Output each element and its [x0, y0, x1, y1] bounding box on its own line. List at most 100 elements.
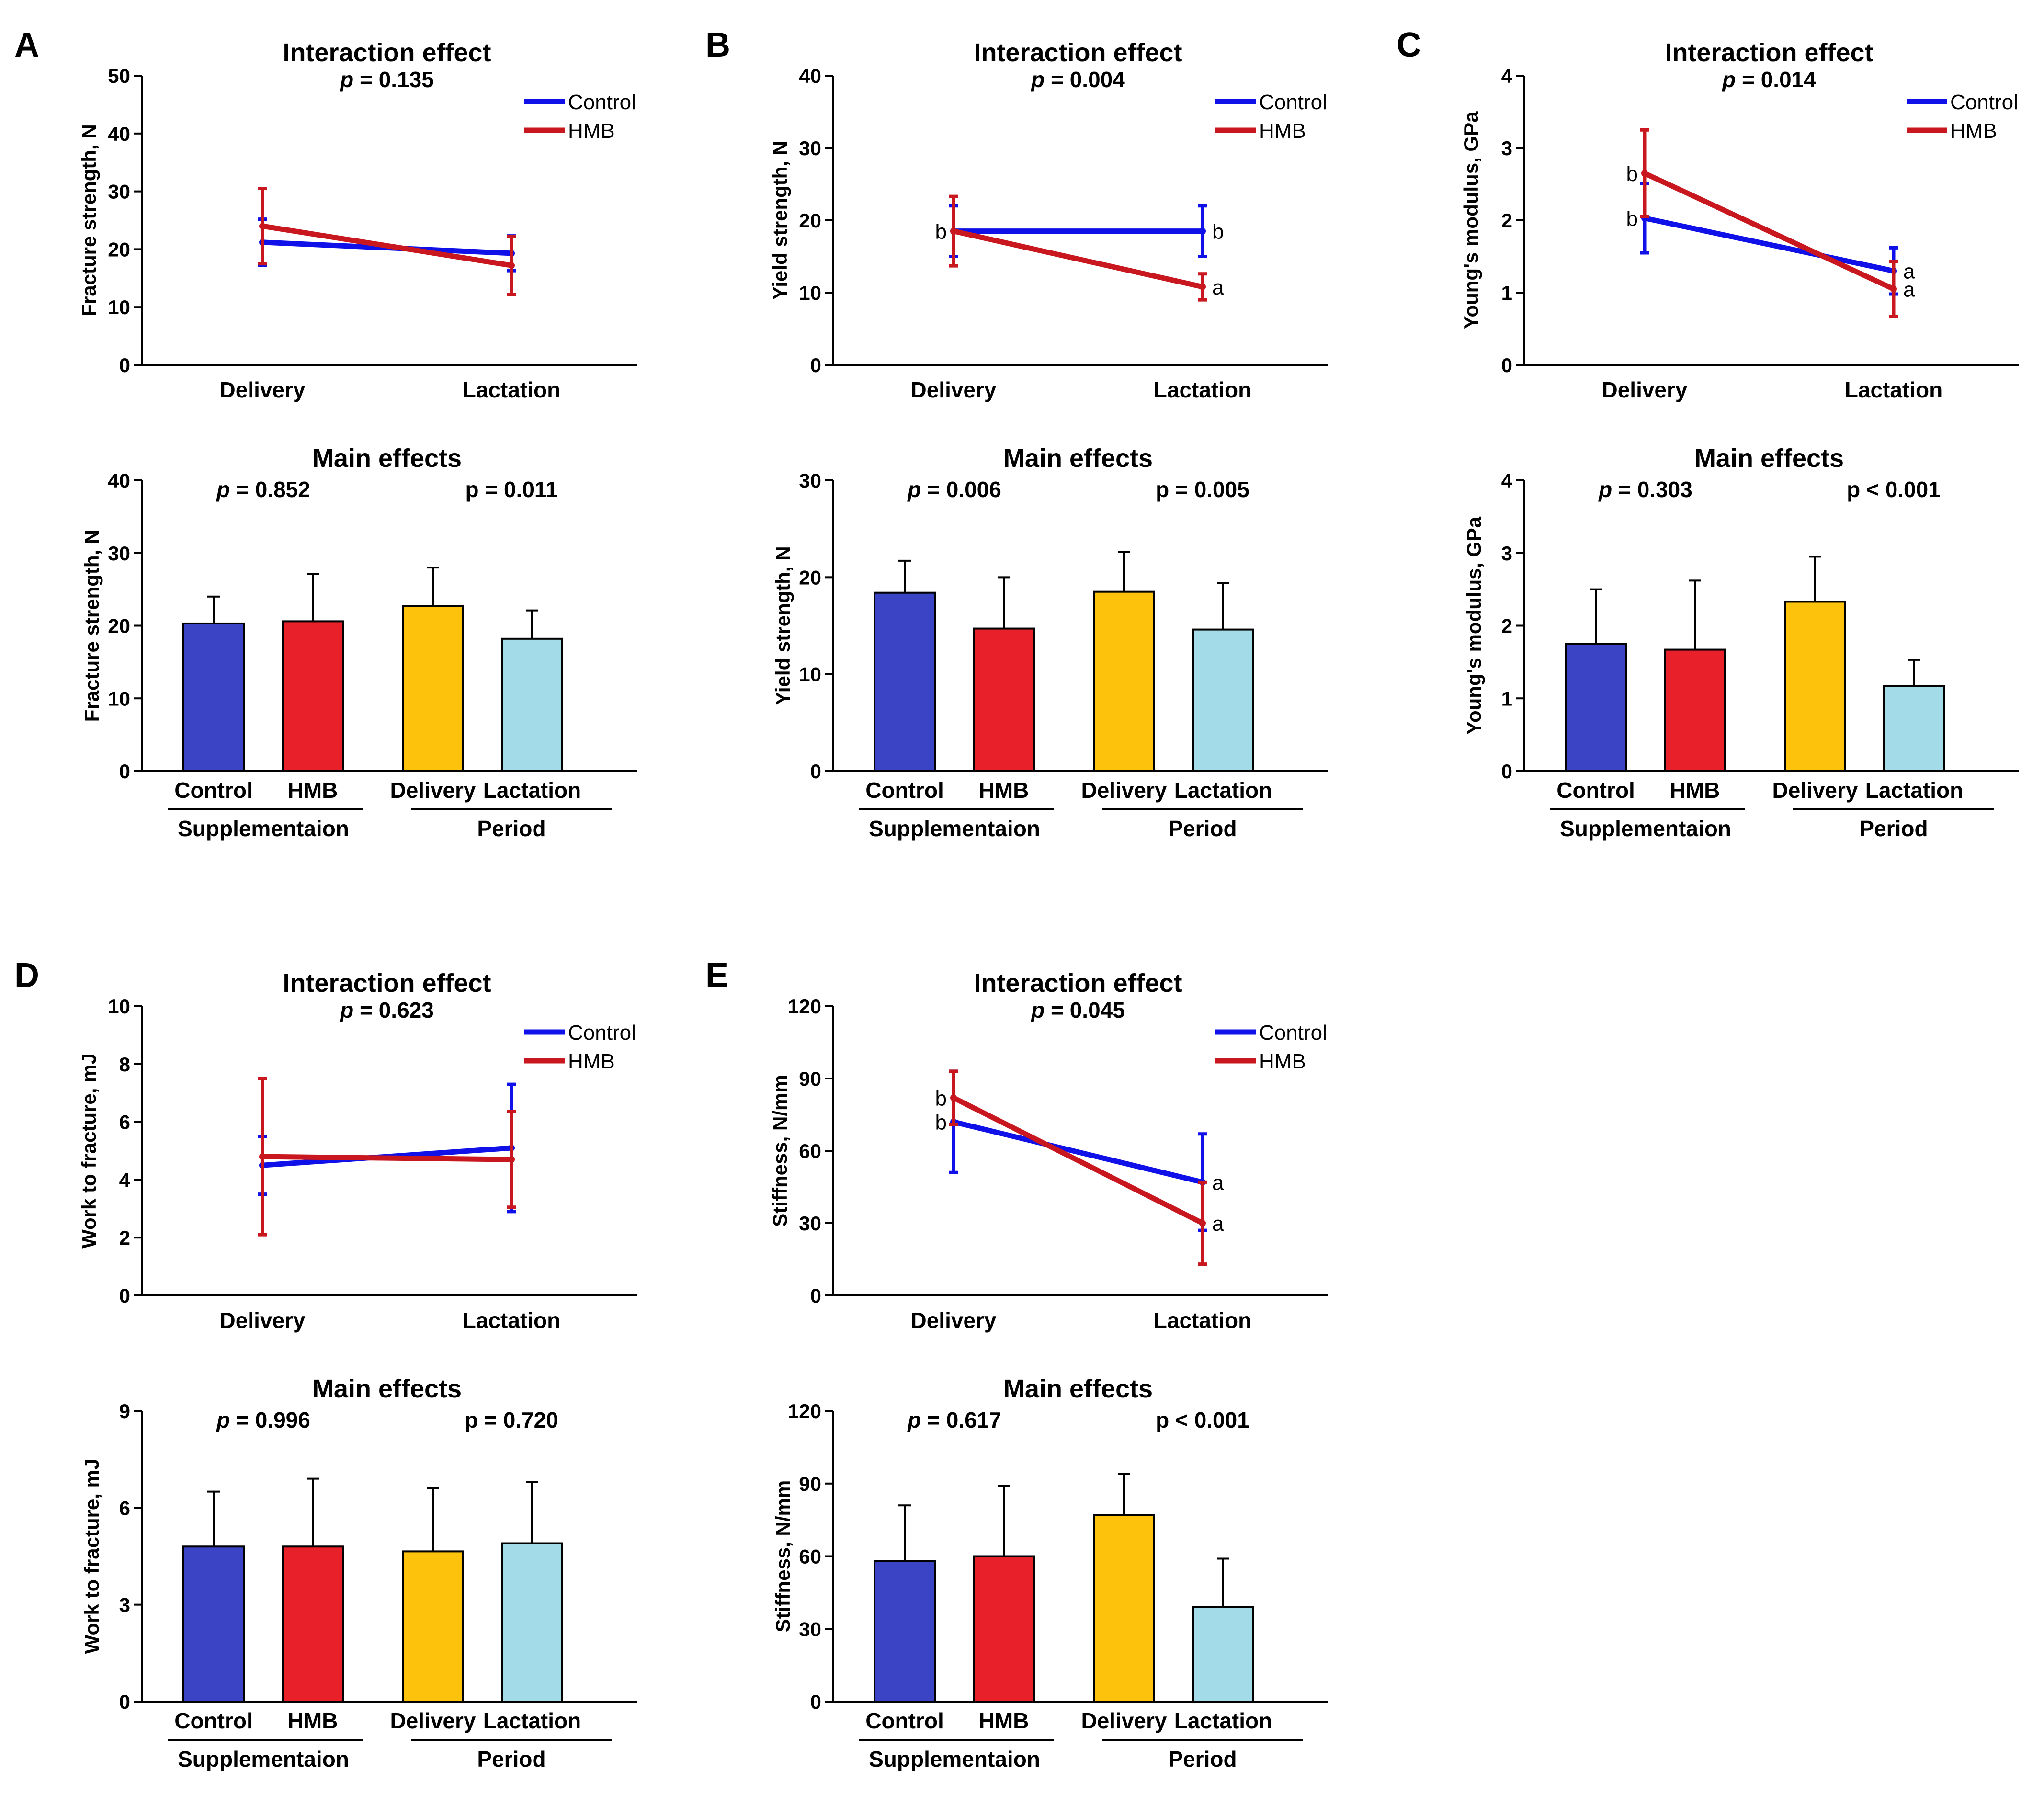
x-category-label: Delivery: [219, 1308, 305, 1333]
bar-category-label: Delivery: [1081, 1708, 1167, 1733]
bar-category-label: HMB: [288, 778, 338, 803]
bar-category-label: Lactation: [483, 778, 581, 803]
y-tick-label: 30: [799, 1212, 821, 1235]
y-tick-label: 10: [799, 663, 821, 686]
interaction-p-value: p = 0.014: [1721, 67, 1816, 92]
p-symbol: p: [907, 1408, 921, 1432]
data-point: [1199, 1220, 1206, 1226]
y-tick-label: 30: [799, 469, 821, 492]
x-category-label: Delivery: [910, 377, 996, 402]
bar-hmb: [974, 1556, 1034, 1702]
p-symbol: p: [1030, 998, 1045, 1022]
p-number: = 0.014: [1736, 67, 1816, 92]
bar-lactation: [1884, 686, 1944, 771]
y-axis-title: Yield strength, N: [772, 546, 794, 705]
y-axis-title: Young's modulus, GPa: [1463, 516, 1485, 735]
series-line-hmb: [1645, 173, 1894, 289]
y-tick-label: 10: [108, 296, 130, 318]
group-label-supplementation: Supplementaion: [178, 816, 349, 841]
legend-label-control: Control: [1259, 1021, 1327, 1045]
interaction-p-value: p = 0.045: [1030, 998, 1125, 1022]
main-effects-title: Main effects: [1694, 444, 1844, 473]
bar-category-label: Control: [1556, 778, 1635, 803]
bar-category-label: Delivery: [390, 1708, 476, 1733]
bar-category-label: Lactation: [1174, 1708, 1272, 1733]
bar-category-label: HMB: [979, 1708, 1029, 1733]
y-tick-label: 50: [108, 65, 130, 87]
p-number: = 0.623: [353, 998, 434, 1022]
legend-label-hmb: HMB: [1950, 119, 1997, 143]
x-category-label: Lactation: [1154, 377, 1251, 402]
p-symbol: p: [1721, 67, 1736, 92]
bar-control: [1566, 644, 1626, 771]
y-tick-label: 3: [119, 1594, 130, 1616]
series-line-hmb: [954, 1098, 1203, 1223]
significance-letter: b: [1626, 207, 1638, 230]
panel-letter: C: [1397, 26, 1421, 64]
main-effects-chart: Main effectsp = 0.617 p < 0.0010306090120…: [772, 1374, 1328, 1771]
bar-lactation: [1193, 1607, 1253, 1702]
bar-category-label: Delivery: [1772, 778, 1858, 803]
bar-lactation: [1193, 630, 1253, 771]
data-point: [508, 262, 515, 269]
bar-category-label: HMB: [979, 778, 1029, 803]
y-axis-title: Work to fracture, mJ: [78, 1053, 100, 1249]
significance-letter: a: [1212, 276, 1224, 299]
y-tick-label: 1: [1501, 282, 1512, 304]
legend-label-control: Control: [568, 91, 636, 114]
y-tick-label: 8: [119, 1053, 130, 1076]
main-p-value-period: p = 0.011: [465, 477, 557, 502]
main-p-value-period: p < 0.001: [1847, 477, 1941, 502]
main-effects-title: Main effects: [1003, 444, 1153, 473]
y-tick-label: 6: [119, 1497, 130, 1519]
bar-category-label: Delivery: [390, 778, 476, 803]
main-effects-title: Main effects: [312, 444, 462, 473]
interaction-p-value: p = 0.004: [1030, 67, 1125, 92]
y-tick-label: 120: [788, 1400, 821, 1422]
data-point: [1199, 228, 1206, 235]
data-point: [1641, 170, 1648, 177]
y-tick-label: 0: [1501, 760, 1512, 783]
p-symbol: p: [907, 477, 921, 502]
bar-category-label: Lactation: [483, 1708, 581, 1733]
y-tick-label: 90: [799, 1473, 821, 1495]
x-category-label: Lactation: [1154, 1308, 1251, 1333]
data-point: [259, 223, 266, 229]
bar-category-label: Lactation: [1865, 778, 1963, 803]
y-tick-label: 0: [810, 760, 821, 783]
y-tick-label: 10: [108, 995, 130, 1018]
interaction-p-value: p = 0.623: [339, 998, 434, 1022]
main-p-value-period: p < 0.001: [1156, 1408, 1249, 1432]
panel-a: A Interaction effectp = 0.13501020304050F…: [14, 26, 637, 841]
bar-lactation: [502, 639, 562, 771]
legend-label-control: Control: [568, 1021, 636, 1045]
main-p-value-supplementation: p = 0.617: [907, 1408, 1001, 1432]
y-tick-label: 2: [1501, 615, 1512, 637]
y-tick-label: 1: [1501, 687, 1512, 710]
y-tick-label: 0: [810, 1284, 821, 1307]
series-line-control: [1645, 218, 1894, 271]
group-label-supplementation: Supplementaion: [869, 816, 1040, 841]
bar-category-label: HMB: [1670, 778, 1720, 803]
group-label-period: Period: [1168, 816, 1237, 841]
bar-hmb: [974, 629, 1034, 771]
group-label-period: Period: [1859, 816, 1928, 841]
bar-category-label: Control: [174, 778, 253, 803]
p-number: = 0.004: [1045, 67, 1125, 92]
y-tick-label: 40: [108, 123, 130, 145]
y-tick-label: 30: [799, 1618, 821, 1640]
data-point: [259, 1153, 266, 1160]
y-tick-label: 0: [119, 354, 130, 376]
bar-control: [183, 624, 244, 771]
significance-letter: b: [1212, 220, 1224, 244]
y-tick-label: 2: [1501, 209, 1512, 232]
bar-delivery: [1094, 1515, 1154, 1702]
data-point: [950, 1094, 957, 1101]
y-tick-label: 9: [119, 1400, 130, 1422]
data-point: [508, 1156, 515, 1163]
bar-category-label: Control: [865, 1708, 944, 1733]
